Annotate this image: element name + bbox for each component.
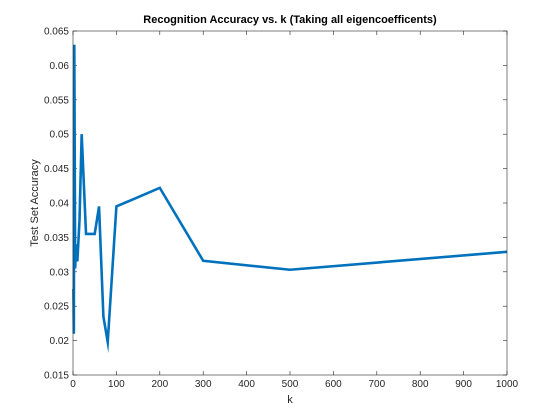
y-tick-label: 0.04 bbox=[50, 199, 70, 210]
x-tick-label: 900 bbox=[455, 379, 472, 390]
plot-area bbox=[73, 31, 507, 375]
y-tick-label: 0.05 bbox=[50, 130, 70, 141]
chart-title: Recognition Accuracy vs. k (Taking all e… bbox=[143, 14, 437, 26]
series-layer bbox=[72, 44, 508, 354]
x-tick-label: 0 bbox=[70, 379, 76, 390]
y-tick-label: 0.02 bbox=[50, 336, 70, 347]
x-tick-label: 100 bbox=[108, 379, 125, 390]
plot-frame bbox=[72, 30, 508, 376]
y-tick-label: 0.025 bbox=[44, 302, 69, 313]
x-axis-label: k bbox=[287, 394, 293, 406]
y-axis-label: Test Set Accuracy bbox=[29, 159, 41, 247]
y-tick-label: 0.065 bbox=[44, 27, 69, 38]
x-tick-label: 800 bbox=[412, 379, 429, 390]
y-tick-label: 0.035 bbox=[44, 233, 69, 244]
x-tick-label: 200 bbox=[151, 379, 168, 390]
x-tick-label: 300 bbox=[195, 379, 212, 390]
x-tick-label: 1000 bbox=[496, 379, 519, 390]
series-line bbox=[72, 44, 508, 354]
x-tick-label: 400 bbox=[238, 379, 255, 390]
y-tick-label: 0.045 bbox=[44, 164, 69, 175]
tick-labels: 0 100 200 300 400 500 600 700 800 900 1000 0.015 0.0… bbox=[44, 27, 519, 391]
x-tick-label: 500 bbox=[282, 379, 299, 390]
x-tick-label: 700 bbox=[368, 379, 385, 390]
y-tick-label: 0.015 bbox=[44, 371, 69, 382]
y-tick-label: 0.03 bbox=[50, 267, 70, 278]
y-tick-label: 0.06 bbox=[50, 61, 70, 72]
y-tick-label: 0.055 bbox=[44, 95, 69, 106]
x-tick-label: 600 bbox=[325, 379, 342, 390]
